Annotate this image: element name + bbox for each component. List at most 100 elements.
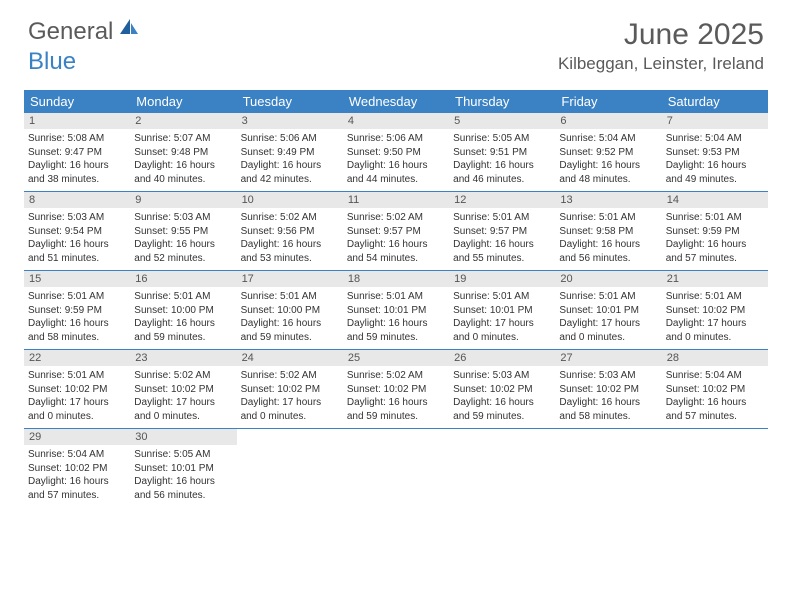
day-day1: Daylight: 17 hours — [28, 396, 126, 410]
day-day2: and 54 minutes. — [347, 252, 445, 266]
logo-text-general: General — [28, 18, 113, 46]
day-day1: Daylight: 16 hours — [241, 159, 339, 173]
day-number: 10 — [237, 192, 343, 208]
day-sunrise: Sunrise: 5:04 AM — [666, 132, 764, 146]
day-sunset: Sunset: 10:02 PM — [28, 383, 126, 397]
day-sunrise: Sunrise: 5:04 AM — [28, 448, 126, 462]
day-day2: and 57 minutes. — [28, 489, 126, 503]
day-sunset: Sunset: 10:02 PM — [559, 383, 657, 397]
weekday-header: Tuesday — [237, 90, 343, 113]
week-row: 29 Sunrise: 5:04 AMSunset: 10:02 PMDaylig… — [24, 429, 768, 507]
day-number: 22 — [24, 350, 130, 366]
day-sunrise: Sunrise: 5:01 AM — [559, 290, 657, 304]
day-sunset: Sunset: 10:02 PM — [666, 383, 764, 397]
day-day2: and 0 minutes. — [241, 410, 339, 424]
day-sunrise: Sunrise: 5:01 AM — [28, 290, 126, 304]
day-day2: and 46 minutes. — [453, 173, 551, 187]
day-sunrise: Sunrise: 5:01 AM — [241, 290, 339, 304]
day-day1: Daylight: 16 hours — [134, 159, 232, 173]
day-sunset: Sunset: 9:53 PM — [666, 146, 764, 160]
day-cell: 20Sunrise: 5:01 AMSunset: 10:01 PMDaylig… — [555, 271, 661, 349]
day-sunset: Sunset: 10:02 PM — [241, 383, 339, 397]
day-number: 12 — [449, 192, 555, 208]
day-number: 29 — [24, 429, 130, 445]
day-day1: Daylight: 17 hours — [559, 317, 657, 331]
day-number: 26 — [449, 350, 555, 366]
week-row: 15Sunrise: 5:01 AMSunset: 9:59 PMDayligh… — [24, 271, 768, 350]
day-number: 13 — [555, 192, 661, 208]
day-sunrise: Sunrise: 5:01 AM — [347, 290, 445, 304]
day-cell: 1Sunrise: 5:08 AMSunset: 9:47 PMDaylight… — [24, 113, 130, 191]
day-day2: and 59 minutes. — [347, 331, 445, 345]
day-cell: 4Sunrise: 5:06 AMSunset: 9:50 PMDaylight… — [343, 113, 449, 191]
day-sunset: Sunset: 9:47 PM — [28, 146, 126, 160]
day-day2: and 59 minutes. — [241, 331, 339, 345]
day-sunrise: Sunrise: 5:02 AM — [241, 369, 339, 383]
day-cell: 21Sunrise: 5:01 AMSunset: 10:02 PMDaylig… — [662, 271, 768, 349]
day-day1: Daylight: 16 hours — [28, 238, 126, 252]
location: Kilbeggan, Leinster, Ireland — [558, 54, 764, 74]
day-cell: 26Sunrise: 5:03 AMSunset: 10:02 PMDaylig… — [449, 350, 555, 428]
weekday-header: Wednesday — [343, 90, 449, 113]
day-sunset: Sunset: 9:54 PM — [28, 225, 126, 239]
day-sunset: Sunset: 9:51 PM — [453, 146, 551, 160]
day-sunset: Sunset: 10:01 PM — [559, 304, 657, 318]
day-day1: Daylight: 16 hours — [241, 238, 339, 252]
day-sunset: Sunset: 10:02 PM — [453, 383, 551, 397]
day-sunset: Sunset: 10:02 PM — [134, 383, 232, 397]
weeks-container: 1Sunrise: 5:08 AMSunset: 9:47 PMDaylight… — [24, 113, 768, 507]
day-day1: Daylight: 16 hours — [134, 317, 232, 331]
day-day1: Daylight: 16 hours — [559, 159, 657, 173]
day-day2: and 38 minutes. — [28, 173, 126, 187]
day-day1: Daylight: 16 hours — [241, 317, 339, 331]
day-number: 21 — [662, 271, 768, 287]
day-day2: and 56 minutes. — [559, 252, 657, 266]
weekday-header: Saturday — [662, 90, 768, 113]
weekday-header: Monday — [130, 90, 236, 113]
week-row: 8Sunrise: 5:03 AMSunset: 9:54 PMDaylight… — [24, 192, 768, 271]
day-day1: Daylight: 16 hours — [347, 238, 445, 252]
day-sunset: Sunset: 9:58 PM — [559, 225, 657, 239]
day-sunset: Sunset: 10:01 PM — [134, 462, 232, 476]
day-sunrise: Sunrise: 5:02 AM — [241, 211, 339, 225]
day-day1: Daylight: 17 hours — [134, 396, 232, 410]
day-sunrise: Sunrise: 5:01 AM — [453, 211, 551, 225]
day-cell: 19Sunrise: 5:01 AMSunset: 10:01 PMDaylig… — [449, 271, 555, 349]
day-sunset: Sunset: 10:01 PM — [347, 304, 445, 318]
day-number: 15 — [24, 271, 130, 287]
day-sunrise: Sunrise: 5:01 AM — [666, 290, 764, 304]
day-day1: Daylight: 16 hours — [347, 159, 445, 173]
logo: General — [28, 18, 142, 46]
day-cell — [555, 429, 661, 507]
day-sunrise: Sunrise: 5:01 AM — [666, 211, 764, 225]
day-day2: and 57 minutes. — [666, 410, 764, 424]
day-day1: Daylight: 16 hours — [28, 475, 126, 489]
day-day1: Daylight: 16 hours — [559, 396, 657, 410]
day-day2: and 55 minutes. — [453, 252, 551, 266]
day-number: 23 — [130, 350, 236, 366]
day-number: 28 — [662, 350, 768, 366]
day-day2: and 58 minutes. — [28, 331, 126, 345]
day-cell: 3Sunrise: 5:06 AMSunset: 9:49 PMDaylight… — [237, 113, 343, 191]
day-sunset: Sunset: 10:02 PM — [28, 462, 126, 476]
weekday-header: Thursday — [449, 90, 555, 113]
day-cell: 12Sunrise: 5:01 AMSunset: 9:57 PMDayligh… — [449, 192, 555, 270]
day-sunset: Sunset: 9:50 PM — [347, 146, 445, 160]
day-cell: 30Sunrise: 5:05 AMSunset: 10:01 PMDaylig… — [130, 429, 236, 507]
day-number: 14 — [662, 192, 768, 208]
day-number: 19 — [449, 271, 555, 287]
day-day1: Daylight: 17 hours — [666, 317, 764, 331]
day-day2: and 56 minutes. — [134, 489, 232, 503]
logo-text-blue: Blue — [28, 48, 76, 75]
day-number: 16 — [130, 271, 236, 287]
day-sunrise: Sunrise: 5:06 AM — [241, 132, 339, 146]
day-day2: and 40 minutes. — [134, 173, 232, 187]
day-day1: Daylight: 16 hours — [453, 396, 551, 410]
day-day2: and 57 minutes. — [666, 252, 764, 266]
day-day2: and 51 minutes. — [28, 252, 126, 266]
day-number: 6 — [555, 113, 661, 129]
day-day1: Daylight: 17 hours — [453, 317, 551, 331]
day-day2: and 48 minutes. — [559, 173, 657, 187]
day-day2: and 49 minutes. — [666, 173, 764, 187]
day-number: 3 — [237, 113, 343, 129]
